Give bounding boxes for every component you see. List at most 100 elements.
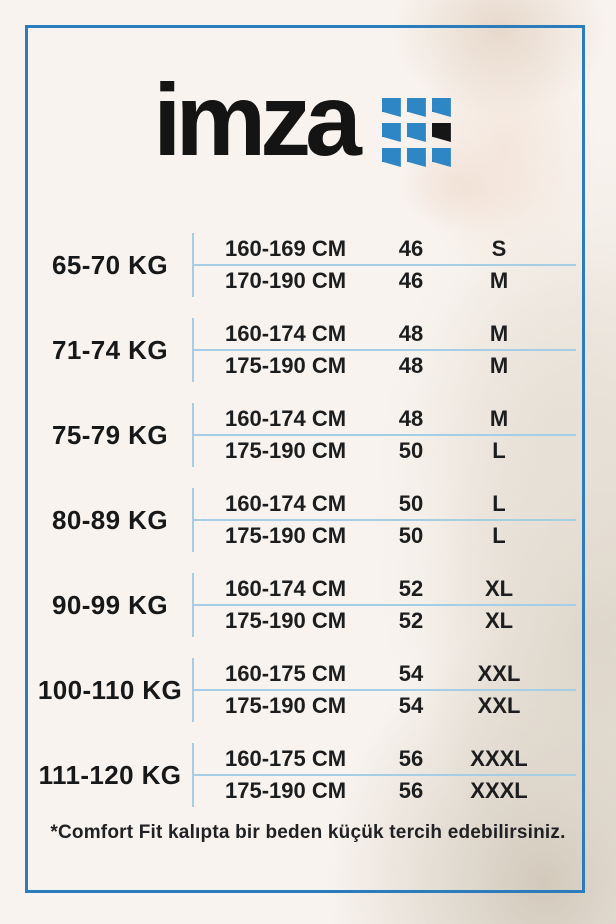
size-group: 100-110 KG 160-175 CM 54 XXL 175-190 CM … xyxy=(28,658,588,722)
brand-logo: imza xyxy=(0,63,616,177)
group-rows: 160-174 CM 48 M 175-190 CM 48 M xyxy=(192,318,588,382)
group-rows: 160-174 CM 50 L 175-190 CM 50 L xyxy=(192,488,588,552)
table-row: 160-174 CM 48 M xyxy=(194,318,588,350)
size-letter: M xyxy=(489,406,509,431)
logo-dot-icon xyxy=(431,148,451,167)
row-divider-line xyxy=(194,349,576,351)
size-group: 65-70 KG 160-169 CM 46 S 170-190 CM 46 M xyxy=(28,233,588,297)
size-number: 50 xyxy=(398,491,424,516)
comfort-fit-note: *Comfort Fit kalıpta bir beden küçük ter… xyxy=(50,822,566,843)
row-divider-line xyxy=(194,264,576,266)
size-letter: M xyxy=(489,321,509,346)
table-row: 160-174 CM 50 L xyxy=(194,488,588,520)
group-rows: 160-174 CM 48 M 175-190 CM 50 L xyxy=(192,403,588,467)
size-number: 56 xyxy=(398,778,424,803)
group-rows: 160-174 CM 52 XL 175-190 CM 52 XL xyxy=(192,573,588,637)
table-row: 170-190 CM 46 M xyxy=(194,265,588,297)
size-letter: XXXL xyxy=(470,746,528,771)
table-row: 175-190 CM 50 L xyxy=(194,520,588,552)
table-row: 160-175 CM 56 XXXL xyxy=(194,743,588,775)
weight-range-label: 71-74 KG xyxy=(52,334,168,365)
size-number: 54 xyxy=(398,661,424,686)
size-number: 52 xyxy=(398,576,424,601)
height-range: 175-190 CM xyxy=(225,608,347,633)
size-letter: XXL xyxy=(477,693,521,718)
size-letter: XL xyxy=(484,576,514,601)
height-range: 160-169 CM xyxy=(225,236,347,261)
table-row: 175-190 CM 48 M xyxy=(194,350,588,382)
table-row: 160-175 CM 54 XXL xyxy=(194,658,588,690)
table-row: 175-190 CM 54 XXL xyxy=(194,690,588,722)
size-letter: M xyxy=(489,353,509,378)
group-rows: 160-175 CM 56 XXXL 175-190 CM 56 XXXL xyxy=(192,743,588,807)
weight-range-label: 111-120 KG xyxy=(38,759,182,790)
height-range: 160-174 CM xyxy=(225,491,347,516)
table-row: 175-190 CM 50 L xyxy=(194,435,588,467)
logo-dot-icon xyxy=(431,98,451,117)
height-range: 175-190 CM xyxy=(225,438,347,463)
brand-logo-dots-icon xyxy=(381,98,451,167)
size-letter: M xyxy=(489,268,509,293)
table-row: 160-174 CM 52 XL xyxy=(194,573,588,605)
height-range: 170-190 CM xyxy=(225,268,347,293)
row-divider-line xyxy=(194,604,576,606)
border-frame xyxy=(25,25,585,893)
size-number: 48 xyxy=(398,321,424,346)
table-row: 175-190 CM 52 XL xyxy=(194,605,588,637)
size-letter: L xyxy=(492,523,506,548)
size-number: 50 xyxy=(398,438,424,463)
size-number: 56 xyxy=(398,746,424,771)
logo-dot-icon xyxy=(381,123,401,142)
size-group: 71-74 KG 160-174 CM 48 M 175-190 CM 48 M xyxy=(28,318,588,382)
size-letter: XL xyxy=(484,608,514,633)
height-range: 160-174 CM xyxy=(225,321,347,346)
height-range: 160-174 CM xyxy=(225,576,347,601)
weight-range-label: 65-70 KG xyxy=(52,249,168,280)
size-group: 90-99 KG 160-174 CM 52 XL 175-190 CM 52 … xyxy=(28,573,588,637)
size-number: 48 xyxy=(398,353,424,378)
size-table: 65-70 KG 160-169 CM 46 S 170-190 CM 46 M… xyxy=(28,233,588,828)
group-rows: 160-175 CM 54 XXL 175-190 CM 54 XXL xyxy=(192,658,588,722)
height-range: 160-175 CM xyxy=(225,661,347,686)
row-divider-line xyxy=(194,774,576,776)
logo-dot-icon xyxy=(381,148,401,167)
logo-dot-icon xyxy=(406,148,426,167)
size-number: 54 xyxy=(398,693,424,718)
logo-dot-icon xyxy=(406,123,426,142)
size-number: 46 xyxy=(398,236,424,261)
size-group: 75-79 KG 160-174 CM 48 M 175-190 CM 50 L xyxy=(28,403,588,467)
weight-range-label: 90-99 KG xyxy=(52,589,168,620)
size-letter: S xyxy=(491,236,507,261)
size-group: 111-120 KG 160-175 CM 56 XXXL 175-190 CM… xyxy=(28,743,588,807)
logo-dot-icon xyxy=(406,98,426,117)
height-range: 160-175 CM xyxy=(225,746,347,771)
size-number: 52 xyxy=(398,608,424,633)
height-range: 175-190 CM xyxy=(225,778,347,803)
height-range: 160-174 CM xyxy=(225,406,347,431)
logo-dot-icon xyxy=(381,98,401,117)
brand-logo-text: imza xyxy=(153,63,362,177)
size-letter: L xyxy=(492,491,506,516)
size-number: 48 xyxy=(398,406,424,431)
group-rows: 160-169 CM 46 S 170-190 CM 46 M xyxy=(192,233,588,297)
height-range: 175-190 CM xyxy=(225,693,347,718)
size-number: 50 xyxy=(398,523,424,548)
weight-range-label: 75-79 KG xyxy=(52,419,168,450)
row-divider-line xyxy=(194,434,576,436)
logo-dot-dark-icon xyxy=(431,123,451,142)
height-range: 175-190 CM xyxy=(225,353,347,378)
weight-range-label: 100-110 KG xyxy=(37,674,183,705)
table-row: 160-169 CM 46 S xyxy=(194,233,588,265)
row-divider-line xyxy=(194,689,576,691)
row-divider-line xyxy=(194,519,576,521)
size-group: 80-89 KG 160-174 CM 50 L 175-190 CM 50 L xyxy=(28,488,588,552)
weight-range-label: 80-89 KG xyxy=(52,504,168,535)
size-letter: XXXL xyxy=(470,778,528,803)
table-row: 160-174 CM 48 M xyxy=(194,403,588,435)
table-row: 175-190 CM 56 XXXL xyxy=(194,775,588,807)
height-range: 175-190 CM xyxy=(225,523,347,548)
size-number: 46 xyxy=(398,268,424,293)
size-letter: L xyxy=(492,438,506,463)
size-letter: XXL xyxy=(477,661,521,686)
